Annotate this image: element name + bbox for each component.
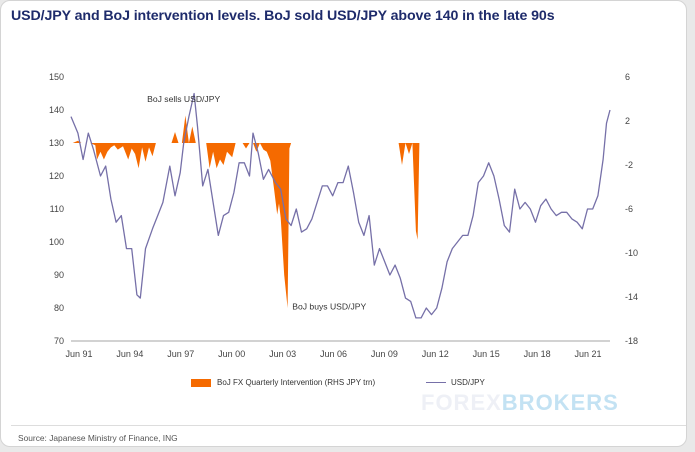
y-right-tick-label: 6	[625, 72, 630, 82]
y-right-tick-label: -18	[625, 336, 638, 346]
y-left-tick-label: 110	[50, 204, 64, 214]
source-note: Source: Japanese Ministry of Finance, IN…	[11, 425, 686, 443]
legend-label-intervention: BoJ FX Quarterly Intervention (RHS JPY t…	[217, 378, 376, 387]
series-intervention-area	[72, 115, 423, 308]
x-tick-label: Jun 21	[574, 349, 601, 359]
x-tick-label: Jun 03	[269, 349, 296, 359]
x-tick-label: Jun 06	[320, 349, 347, 359]
source-divider	[11, 425, 686, 426]
y-left-tick-label: 100	[49, 237, 64, 247]
legend-swatch-usdjpy	[426, 382, 446, 383]
y-left-tick-label: 70	[54, 336, 64, 346]
y-right-tick-label: -2	[625, 160, 633, 170]
legend-label-usdjpy: USD/JPY	[451, 378, 485, 387]
y-right-tick-label: 2	[625, 116, 630, 126]
series-usdjpy-line	[70, 92, 611, 319]
x-tick-label: Jun 09	[371, 349, 398, 359]
chart-plot: 70 80 90 100 110 120 130 140 150 -18 -14 -10 -6 -2 2 6 J…	[49, 72, 638, 359]
x-tick-label: Jun 18	[524, 349, 551, 359]
legend-swatch-intervention	[191, 378, 211, 387]
y-left-tick-label: 130	[49, 138, 64, 148]
legend-item-usdjpy: USD/JPY	[426, 378, 485, 387]
chart-title: USD/JPY and BoJ intervention levels. BoJ…	[11, 8, 555, 24]
x-tick-label: Jun 91	[65, 349, 92, 359]
x-tick-label: Jun 94	[116, 349, 143, 359]
y-left-tick-label: 150	[49, 72, 64, 82]
y-left-tick-label: 140	[49, 105, 64, 115]
y-right-tick-label: -6	[625, 204, 633, 214]
annotation-boj-sells: BoJ sells USD/JPY	[147, 94, 220, 104]
y-right-tick-label: -14	[625, 292, 638, 302]
watermark-logo: FOREXBROKERS	[421, 390, 619, 415]
x-tick-label: Jun 97	[167, 349, 194, 359]
y-left-tick-label: 120	[49, 171, 64, 181]
chart-legend: BoJ FX Quarterly Intervention (RHS JPY t…	[1, 378, 686, 394]
y-left-tick-label: 80	[54, 303, 64, 313]
x-tick-label: Jun 12	[422, 349, 449, 359]
x-tick-label: Jun 00	[218, 349, 245, 359]
y-left-tick-label: 90	[54, 270, 64, 280]
x-tick-label: Jun 15	[473, 349, 500, 359]
annotation-boj-buys: BoJ buys USD/JPY	[292, 302, 366, 312]
y-right-tick-label: -10	[625, 248, 638, 258]
chart-card: USD/JPY and BoJ intervention levels. BoJ…	[0, 0, 687, 447]
legend-item-intervention: BoJ FX Quarterly Intervention (RHS JPY t…	[191, 378, 375, 387]
